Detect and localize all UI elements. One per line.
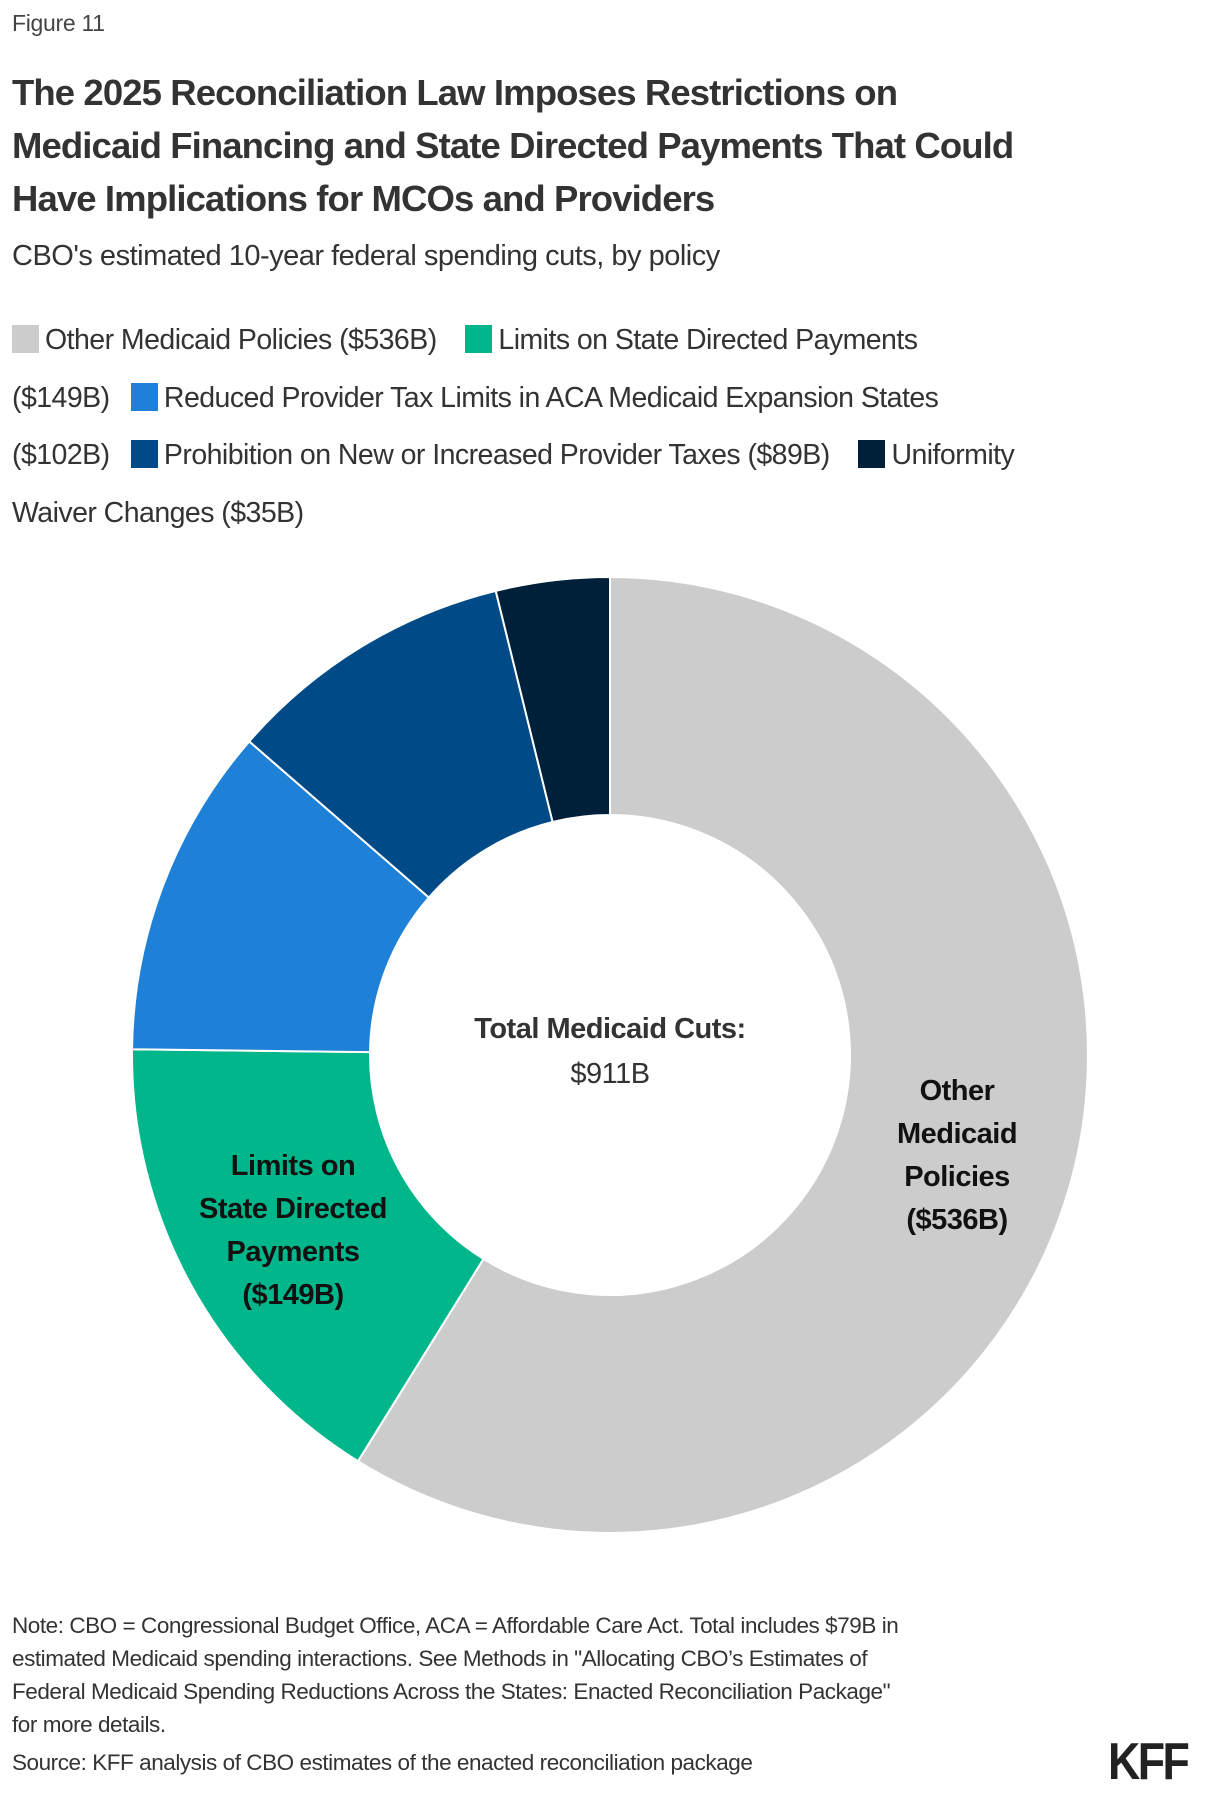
donut-center-value: $911B: [570, 1058, 650, 1090]
note-line: estimated Medicaid spending interactions…: [12, 1646, 868, 1671]
legend-swatch-icon: [465, 325, 493, 353]
legend-item-reduced-provider-tax-limits[interactable]: Reduced Provider Tax Limits in ACA Medic…: [124, 382, 939, 414]
segment-label-line: Payments: [226, 1236, 360, 1268]
chart-note: Note: CBO = Congressional Budget Office,…: [12, 1609, 1092, 1741]
figure-label: Figure 11: [12, 10, 105, 36]
legend-label: ($149B): [12, 381, 110, 414]
chart-legend: Other Medicaid Policies ($536B) Limits o…: [12, 312, 1212, 542]
legend-item-other-medicaid-policies[interactable]: Other Medicaid Policies ($536B): [12, 324, 444, 356]
donut-segment-limits-on-state-directed-payments[interactable]: [131, 1048, 485, 1463]
legend-item-uniformity-waiver-changes[interactable]: Uniformity: [851, 439, 1015, 471]
segment-label-line: Policies: [904, 1161, 1010, 1193]
segment-label-line: Other: [919, 1075, 995, 1107]
donut-segment-reduced-provider-tax-limits[interactable]: [131, 740, 431, 1054]
legend-line: Other Medicaid Policies ($536B) Limits o…: [12, 312, 1212, 370]
legend-label: ($102B): [12, 439, 110, 471]
legend-label: Other Medicaid Policies ($536B): [45, 324, 437, 356]
donut-segment-prohibition-on-provider-taxes[interactable]: [247, 589, 554, 899]
segment-label-line: ($536B): [906, 1204, 1008, 1236]
chart-title-line: Medicaid Financing and State Directed Pa…: [12, 125, 1014, 166]
segment-label-other-medicaid-policies: Other Medicaid Policies ($536B): [857, 1070, 1057, 1242]
note-line: for more details.: [12, 1712, 166, 1737]
segment-label-limits-on-state-directed-payments: Limits on State Directed Payments ($149B…: [163, 1145, 423, 1317]
legend-line: ($149B) Reduced Provider Tax Limits in A…: [12, 370, 1212, 428]
note-line: Federal Medicaid Spending Reductions Acr…: [12, 1679, 891, 1704]
legend-label: Uniformity: [891, 439, 1015, 471]
chart-subtitle: CBO's estimated 10-year federal spending…: [12, 240, 720, 272]
chart-title: The 2025 Reconciliation Law Imposes Rest…: [12, 66, 1212, 225]
donut-center-title: Total Medicaid Cuts:: [474, 1013, 746, 1045]
legend-label: Waiver Changes ($35B): [12, 496, 304, 529]
note-line: Note: CBO = Congressional Budget Office,…: [12, 1613, 899, 1638]
legend-swatch-icon: [130, 440, 158, 468]
kff-logo: KFF: [1108, 1733, 1190, 1791]
legend-swatch-icon: [858, 440, 886, 468]
legend-label: Limits on State Directed Payments: [498, 324, 918, 356]
legend-line: Waiver Changes ($35B): [12, 485, 1212, 543]
donut-segment-other-medicaid-policies[interactable]: [356, 575, 1089, 1534]
chart-title-line: The 2025 Reconciliation Law Imposes Rest…: [12, 72, 898, 113]
chart-source: Source: KFF analysis of CBO estimates of…: [12, 1750, 753, 1775]
legend-label: Prohibition on New or Increased Provider…: [163, 439, 830, 471]
segment-label-line: State Directed: [198, 1193, 388, 1225]
legend-swatch-icon: [12, 325, 39, 353]
segment-label-line: Medicaid: [896, 1118, 1018, 1150]
legend-item-prohibition-on-provider-taxes[interactable]: Prohibition on New or Increased Provider…: [124, 439, 838, 471]
chart-title-line: Have Implications for MCOs and Providers: [12, 178, 715, 219]
legend-swatch-icon: [130, 382, 158, 411]
legend-label: Reduced Provider Tax Limits in ACA Medic…: [163, 381, 939, 414]
legend-item-limits-on-state-directed-payments[interactable]: Limits on State Directed Payments: [458, 324, 918, 356]
legend-line: ($102B) Prohibition on New or Increased …: [12, 427, 1212, 485]
segment-label-line: ($149B): [242, 1279, 344, 1311]
donut-segment-uniformity-waiver-changes[interactable]: [494, 575, 611, 824]
segment-label-line: Limits on: [230, 1150, 356, 1182]
